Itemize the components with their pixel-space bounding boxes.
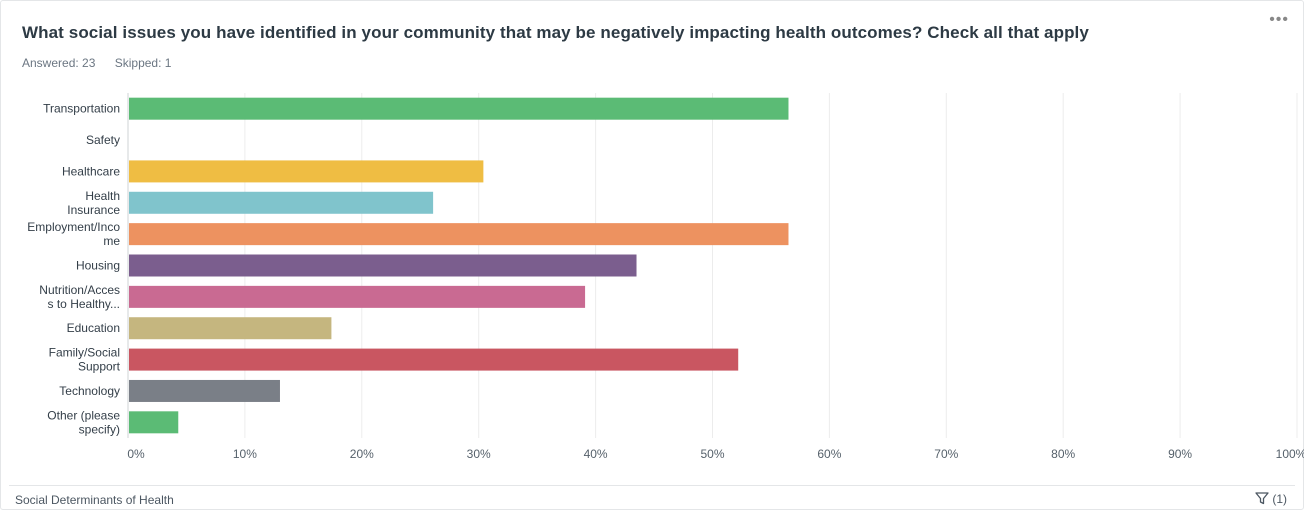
page-section-label: Social Determinants of Health [15, 493, 174, 507]
bar [129, 317, 332, 340]
category-label: Nutrition/Acces s to Healthy... [39, 283, 120, 311]
category-label: Family/Social Support [49, 346, 121, 374]
bar [129, 97, 789, 120]
bar [129, 411, 179, 434]
bar [129, 191, 434, 214]
x-tick-label: 70% [934, 447, 958, 461]
answered-count: Answered: 23 [22, 56, 96, 70]
x-tick-label: 10% [233, 447, 257, 461]
x-tick-label: 50% [700, 447, 724, 461]
bar [129, 379, 280, 402]
skipped-count: Skipped: 1 [114, 56, 172, 70]
bar [129, 285, 586, 308]
x-tick-label: 30% [467, 447, 491, 461]
bar [129, 223, 789, 246]
response-summary: Answered: 23 Skipped: 1 [22, 56, 187, 70]
x-tick-label: 40% [584, 447, 608, 461]
category-label: Education [67, 321, 120, 335]
footer-divider [9, 485, 1295, 486]
x-tick-label: 90% [1168, 447, 1192, 461]
x-tick-label: 80% [1051, 447, 1075, 461]
x-tick-label: 0% [127, 447, 145, 461]
bar [129, 254, 637, 277]
filter-count: (1) [1272, 492, 1287, 506]
x-tick-label: 20% [350, 447, 374, 461]
x-tick-label: 100% [1276, 447, 1304, 461]
bar-chart: 0% 10% 20% 30% 40% 50% 60% 70% 80% 90% 100% Transpo… [27, 93, 1304, 461]
filter-icon [1255, 492, 1269, 505]
question-title: What social issues you have identified i… [22, 23, 1089, 42]
more-options-icon[interactable]: ••• [1269, 11, 1289, 28]
category-label: Safety [86, 133, 120, 147]
category-label: Employment/Inco me [27, 220, 120, 248]
x-tick-label: 60% [817, 447, 841, 461]
category-label: Housing [76, 259, 120, 273]
category-label: Healthcare [62, 164, 120, 178]
filter-button[interactable]: (1) [1255, 492, 1287, 506]
bar [129, 348, 739, 371]
category-label: Health Insurance [67, 189, 120, 217]
category-label: Technology [59, 384, 120, 398]
category-label: Other (please specify) [47, 408, 120, 436]
bar [129, 160, 484, 183]
category-label: Transportation [43, 102, 120, 116]
